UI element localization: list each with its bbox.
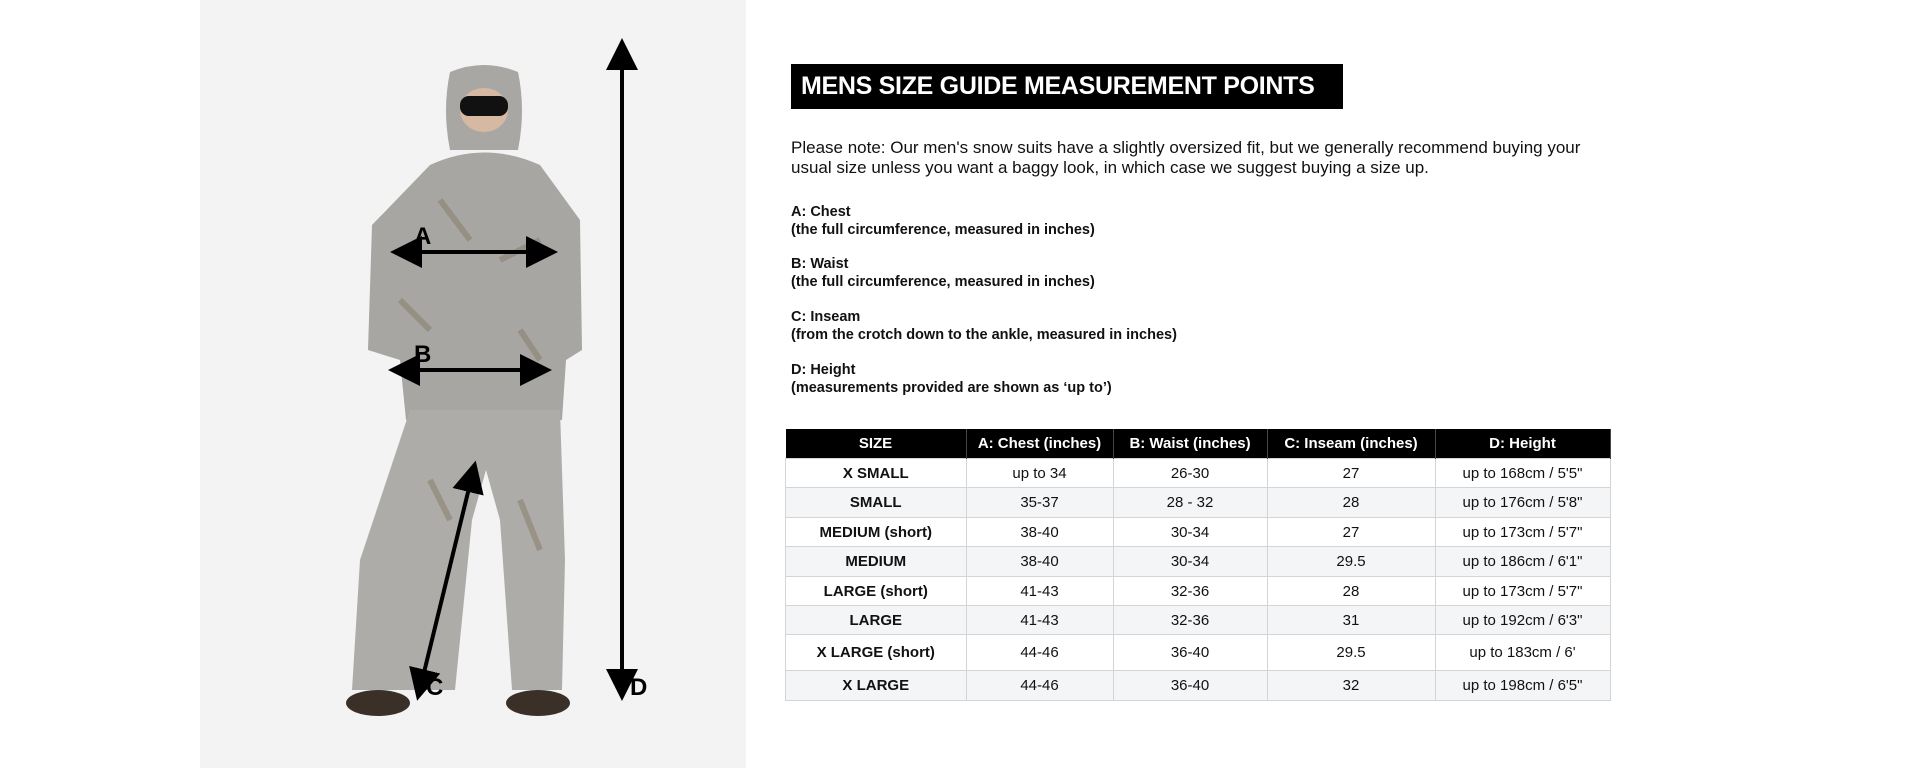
table-cell: up to 34	[965, 458, 1114, 488]
table-cell: 36-40	[1112, 634, 1268, 671]
table-cell: 28	[1266, 487, 1436, 518]
definition-inseam: C: Inseam (from the crotch down to the a…	[791, 308, 1177, 344]
definition-desc: (the full circumference, measured in inc…	[791, 222, 1095, 238]
table-cell: 44-46	[965, 670, 1114, 701]
column-header: D: Height	[1435, 429, 1611, 459]
table-cell: 36-40	[1112, 670, 1268, 701]
definition-chest: A: Chest (the full circumference, measur…	[791, 203, 1095, 239]
table-cell: 41-43	[965, 576, 1114, 606]
table-cell: 30-34	[1112, 517, 1268, 547]
table-cell: 32	[1266, 670, 1436, 701]
definition-label: D: Height	[791, 362, 856, 378]
table-cell: 27	[1266, 517, 1436, 547]
table-cell: up to 183cm / 6'	[1434, 634, 1611, 671]
label-d: D	[630, 674, 647, 701]
table-cell: up to 198cm / 6'5"	[1434, 670, 1611, 701]
column-header: C: Inseam (inches)	[1267, 429, 1436, 459]
table-cell: up to 186cm / 6'1"	[1434, 546, 1611, 577]
size-cell: X LARGE	[785, 670, 967, 701]
table-row: LARGE 41-43 32-36 31 up to 192cm / 6'3"	[785, 605, 1611, 635]
table-cell: up to 173cm / 5'7"	[1434, 576, 1611, 606]
table-header-row: SIZE A: Chest (inches) B: Waist (inches)…	[785, 429, 1611, 459]
column-header: A: Chest (inches)	[966, 429, 1114, 459]
definition-label: A: Chest	[791, 204, 851, 220]
size-cell: X SMALL	[785, 458, 967, 488]
table-cell: up to 192cm / 6'3"	[1434, 605, 1611, 635]
table-cell: 28	[1266, 576, 1436, 606]
definition-waist: B: Waist (the full circumference, measur…	[791, 255, 1095, 291]
table-cell: 32-36	[1112, 605, 1268, 635]
label-a: A	[414, 223, 431, 250]
table-cell: 35-37	[965, 487, 1114, 518]
table-cell: 31	[1266, 605, 1436, 635]
table-cell: up to 168cm / 5'5"	[1434, 458, 1611, 488]
definition-height: D: Height (measurements provided are sho…	[791, 361, 1112, 397]
size-cell: LARGE (short)	[785, 576, 967, 606]
table-cell: 38-40	[965, 517, 1114, 547]
column-header: SIZE	[785, 429, 967, 459]
table-row: MEDIUM (short) 38-40 30-34 27 up to 173cm / …	[785, 517, 1611, 547]
fit-note: Please note: Our men's snow suits have a…	[791, 138, 1581, 177]
size-cell: SMALL	[785, 487, 967, 518]
table-row: SMALL 35-37 28 - 32 28 up to 176cm / 5'8"	[785, 487, 1611, 518]
table-cell: 29.5	[1266, 634, 1436, 671]
table-cell: 28 - 32	[1112, 487, 1268, 518]
size-table: SIZE A: Chest (inches) B: Waist (inches)…	[785, 429, 1611, 701]
definition-desc: (from the crotch down to the ankle, meas…	[791, 327, 1177, 343]
table-cell: 32-36	[1112, 576, 1268, 606]
table-cell: 27	[1266, 458, 1436, 488]
table-cell: 41-43	[965, 605, 1114, 635]
size-cell: X LARGE (short)	[785, 634, 967, 671]
table-cell: 29.5	[1266, 546, 1436, 577]
table-cell: 38-40	[965, 546, 1114, 577]
table-cell: 26-30	[1112, 458, 1268, 488]
table-row: LARGE (short) 41-43 32-36 28 up to 173cm / 5…	[785, 576, 1611, 606]
table-row: X SMALL up to 34 26-30 27 up to 168cm / 5'5"	[785, 458, 1611, 488]
definition-desc: (the full circumference, measured in inc…	[791, 274, 1095, 290]
definition-label: B: Waist	[791, 256, 849, 272]
size-cell: MEDIUM	[785, 546, 967, 577]
label-c: C	[426, 674, 443, 701]
size-cell: LARGE	[785, 605, 967, 635]
table-cell: 30-34	[1112, 546, 1268, 577]
label-b: B	[414, 341, 431, 368]
table-cell: 44-46	[965, 634, 1114, 671]
table-row: X LARGE (short) 44-46 36-40 29.5 up to 183cm…	[785, 634, 1611, 671]
table-cell: up to 176cm / 5'8"	[1434, 487, 1611, 518]
table-cell: up to 173cm / 5'7"	[1434, 517, 1611, 547]
model-figure	[346, 65, 582, 716]
definition-label: C: Inseam	[791, 309, 861, 325]
size-cell: MEDIUM (short)	[785, 517, 967, 547]
model-photo: A B C D	[200, 0, 746, 768]
inseam-arrow	[409, 460, 484, 701]
table-row: X LARGE 44-46 36-40 32 up to 198cm / 6'5"	[785, 670, 1611, 701]
column-header: B: Waist (inches)	[1113, 429, 1268, 459]
table-row: MEDIUM 38-40 30-34 29.5 up to 186cm / 6'1"	[785, 546, 1611, 577]
page-title: MENS SIZE GUIDE MEASUREMENT POINTS	[791, 64, 1343, 109]
definition-desc: (measurements provided are shown as ‘up …	[791, 380, 1112, 396]
